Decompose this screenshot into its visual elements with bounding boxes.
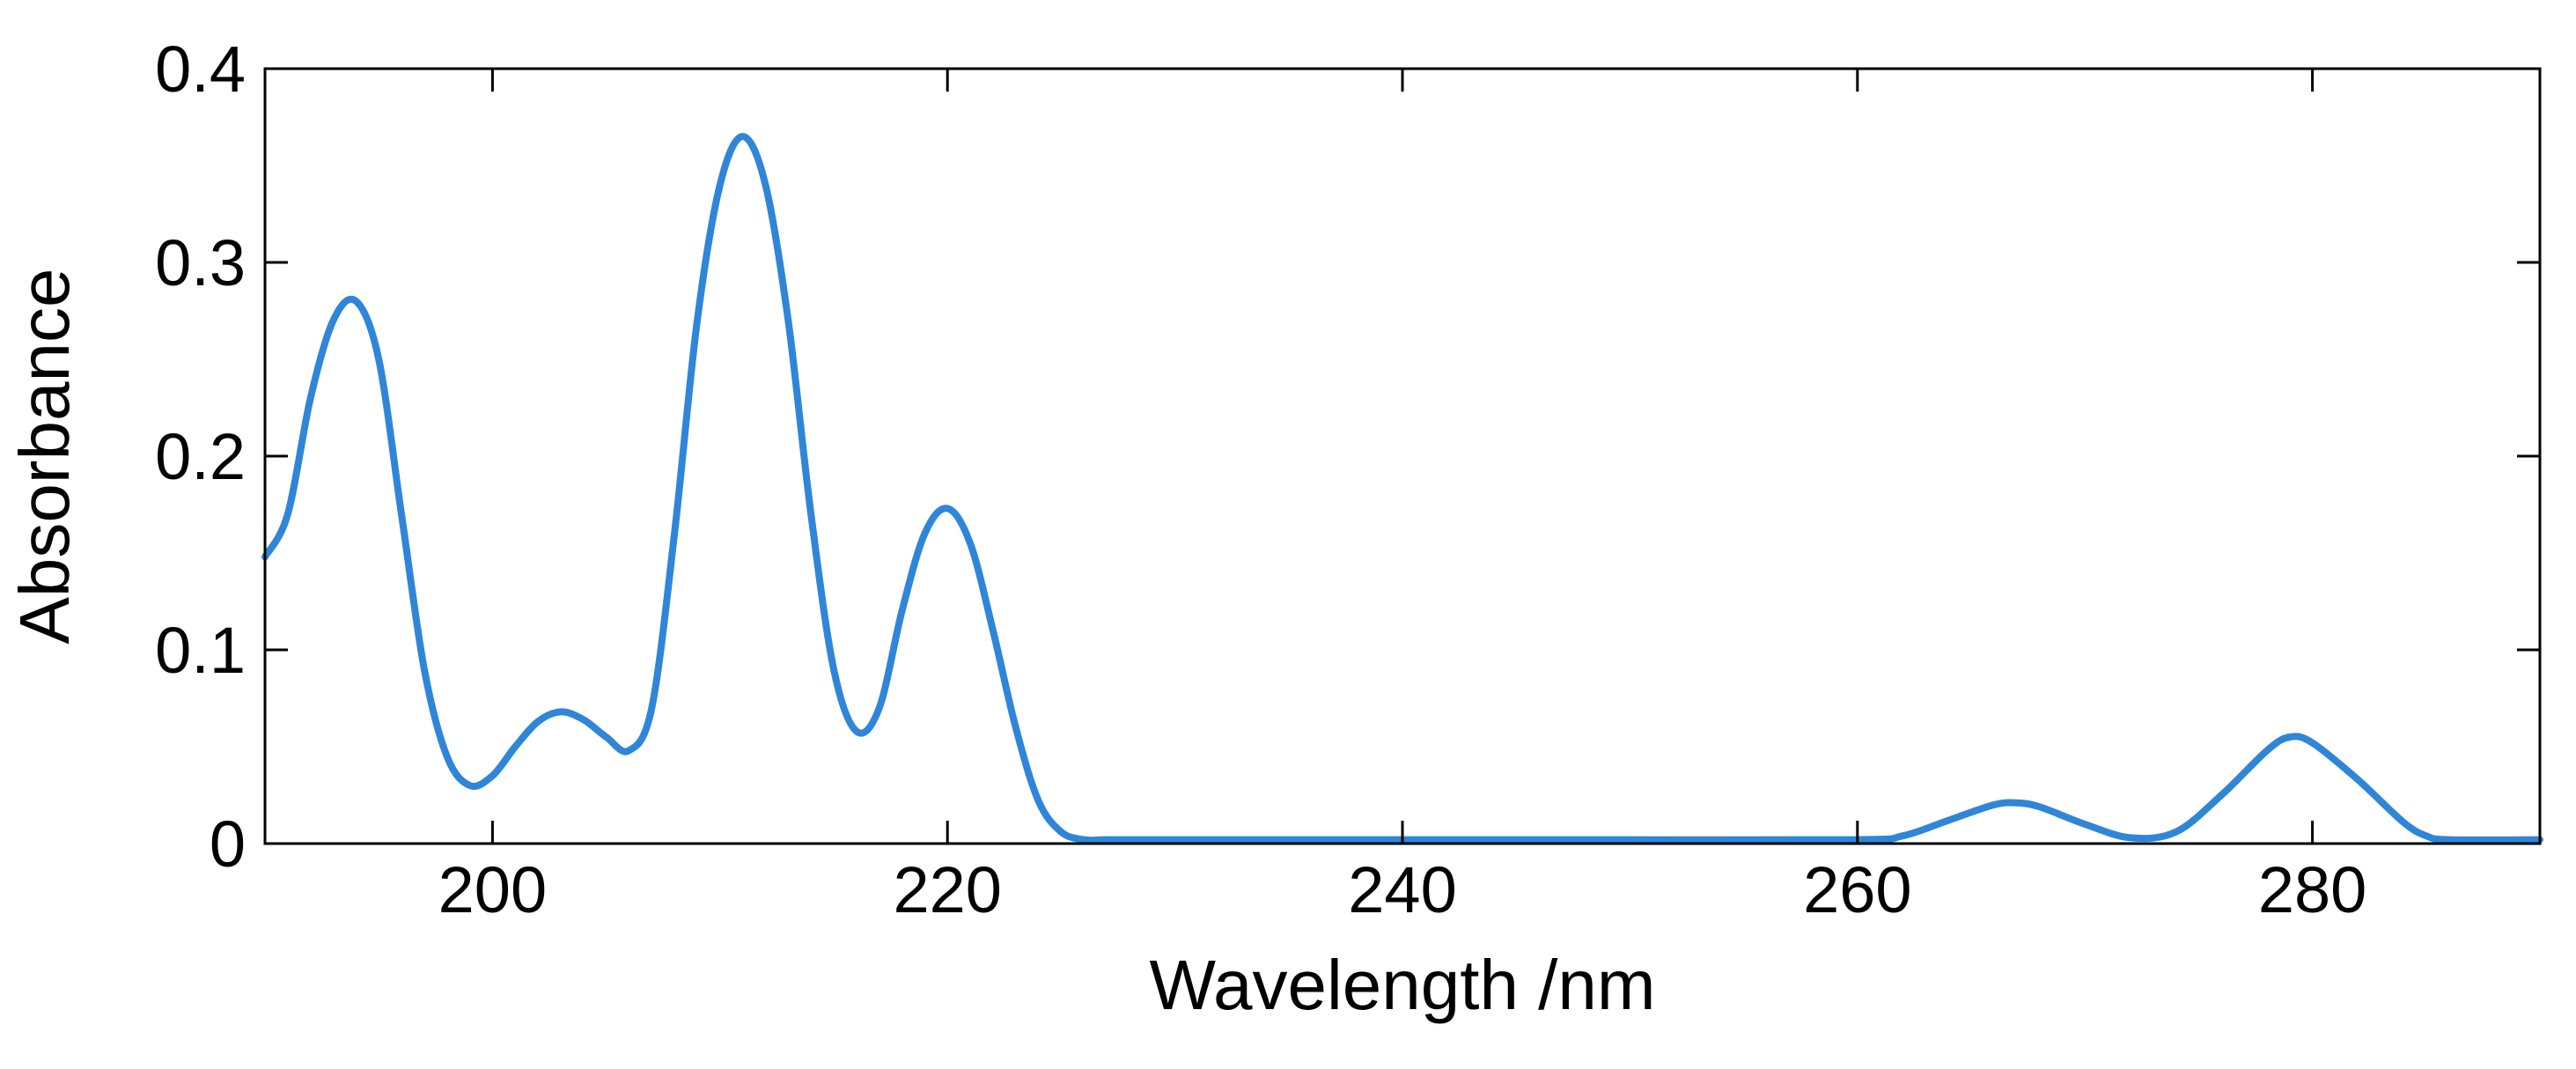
y-axis-title: Absorbance — [5, 269, 84, 645]
y-tick-label: 0.1 — [155, 614, 246, 687]
y-tick-label: 0.3 — [155, 226, 246, 299]
y-tick-label: 0.4 — [155, 33, 246, 106]
y-tick-label: 0.2 — [155, 420, 246, 493]
ticks — [265, 67, 2540, 845]
x-tick-label: 240 — [1348, 853, 1456, 926]
series-line — [261, 133, 2543, 844]
tick-labels: 200 220 240 260 280 0 0.1 0.2 0.3 0.4 — [155, 33, 2366, 926]
y-tick-label: 0 — [210, 807, 246, 881]
x-axis-title: Wavelength /nm — [1149, 946, 1655, 1024]
x-tick-label: 200 — [438, 853, 547, 926]
x-tick-label: 220 — [893, 853, 1001, 926]
x-tick-label: 280 — [2258, 853, 2366, 926]
x-tick-label: 260 — [1803, 853, 1911, 926]
